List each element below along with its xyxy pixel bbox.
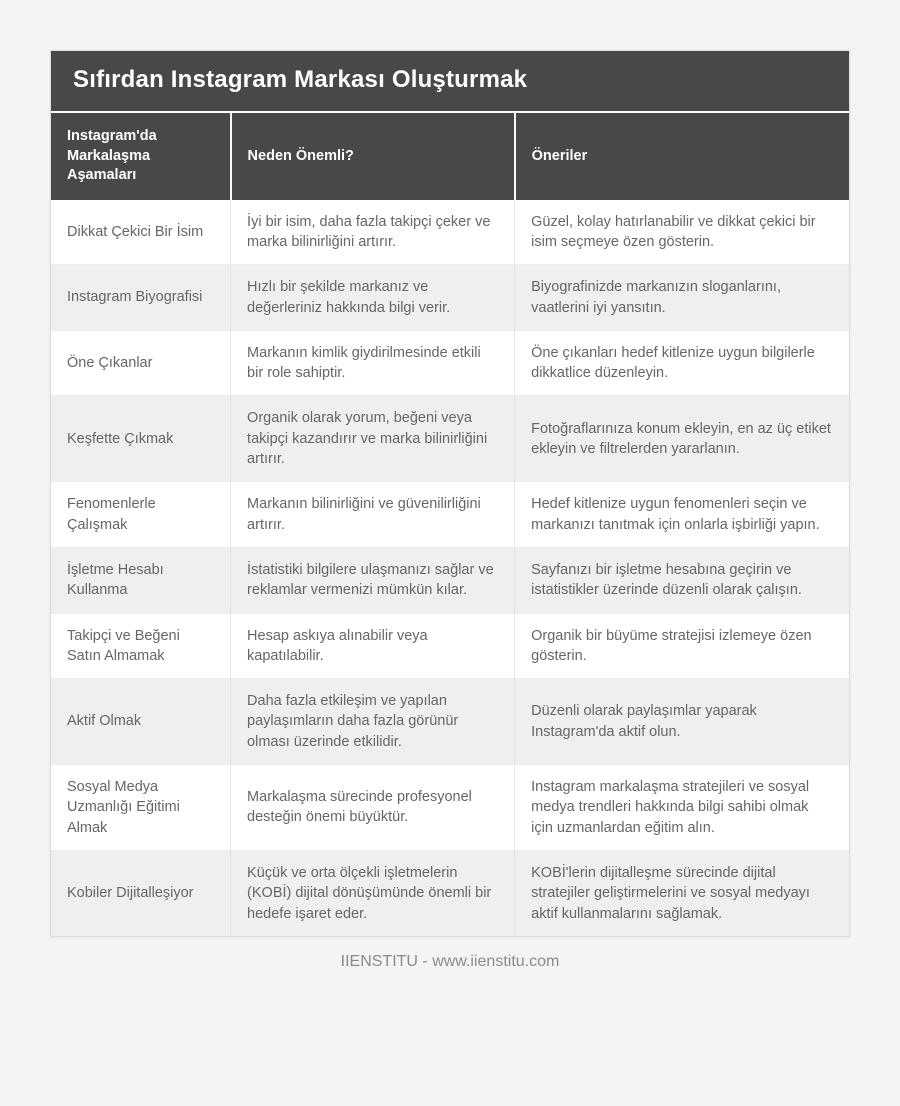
column-header-why-important: Neden Önemli?	[229, 113, 515, 200]
suggestion-cell: Biyografinizde markanızın sloganlarını, …	[514, 264, 849, 331]
stage-cell: Takipçi ve Beğeni Satın Almamak	[51, 612, 231, 679]
why-important-cell: Hesap askıya alınabilir veya kapatılabil…	[230, 612, 515, 679]
table-row: Kobiler Dijitalleşiyor Küçük ve orta ölç…	[51, 849, 849, 936]
suggestion-cell: Düzenli olarak paylaşımlar yaparak Insta…	[514, 678, 849, 765]
stage-cell: Keşfette Çıkmak	[51, 395, 231, 482]
stage-cell: Öne Çıkanlar	[51, 329, 231, 396]
stage-cell: Kobiler Dijitalleşiyor	[51, 849, 231, 936]
table-row: Dikkat Çekici Bir İsim İyi bir isim, dah…	[51, 199, 849, 265]
why-important-cell: Küçük ve orta ölçekli işletmelerin (KOBİ…	[230, 849, 515, 936]
table-row: Öne Çıkanlar Markanın kimlik giydirilmes…	[51, 329, 849, 396]
stage-cell: İşletme Hesabı Kullanma	[51, 546, 231, 614]
table-row: Aktif Olmak Daha fazla etkileşim ve yapı…	[51, 678, 849, 765]
why-important-cell: Markalaşma sürecinde profesyonel desteği…	[230, 764, 515, 851]
stage-cell: Dikkat Çekici Bir İsim	[67, 223, 204, 240]
why-important-cell: Organik olarak yorum, beğeni veya takipç…	[230, 395, 515, 482]
stage-cell: Aktif Olmak	[51, 678, 231, 765]
why-important-cell: Hızlı bir şekilde markanız ve değerlerin…	[230, 264, 515, 331]
table-row: Instagram Biyografisi Hızlı bir şekilde …	[51, 264, 849, 331]
suggestion-cell: Fotoğraflarınıza konum ekleyin, en az üç…	[514, 395, 849, 482]
table-row: Fenomenlerle Çalışmak Markanın bilinirli…	[51, 481, 849, 548]
column-header-suggestions: Öneriler	[513, 113, 849, 200]
suggestion-cell: Organik bir büyüme stratejisi izlemeye ö…	[514, 612, 849, 679]
content-card: Sıfırdan Instagram Markası Oluşturmak In…	[50, 50, 850, 937]
column-header-stages: Instagram'da Markalaşma Aşamaları	[51, 113, 231, 200]
table-row: Sosyal Medya Uzmanlığı Eğitimi Almak Mar…	[51, 764, 849, 851]
suggestion-cell: Instagram markalaşma stratejileri ve sos…	[514, 764, 849, 851]
branding-table: Instagram'da Markalaşma Aşamaları Neden …	[51, 113, 849, 936]
table-row: İşletme Hesabı Kullanma İstatistiki bilg…	[51, 546, 849, 614]
table-header: Instagram'da Markalaşma Aşamaları Neden …	[51, 113, 849, 200]
footer-credit: IIENSTITU - www.iienstitu.com	[340, 952, 560, 970]
stage-cell: Sosyal Medya Uzmanlığı Eğitimi Almak	[51, 764, 231, 851]
table-header-row: Instagram'da Markalaşma Aşamaları Neden …	[51, 113, 849, 200]
suggestion-cell: Güzel, kolay hatırlanabilir ve dikkat çe…	[514, 199, 849, 265]
stage-cell: Fenomenlerle Çalışmak	[51, 481, 231, 548]
suggestion-cell: Sayfanızı bir işletme hesabına geçirin v…	[514, 546, 849, 614]
why-important-cell: Daha fazla etkileşim ve yapılan paylaşım…	[230, 678, 515, 765]
why-important-cell: İyi bir isim, daha fazla takipçi çeker v…	[230, 199, 515, 265]
table-row: Takipçi ve Beğeni Satın Almamak Hesap as…	[51, 612, 849, 679]
why-important-cell: Markanın kimlik giydirilmesinde etkili b…	[230, 329, 515, 396]
suggestion-cell: Öne çıkanları hedef kitlenize uygun bilg…	[514, 329, 849, 396]
table-body: Dikkat Çekici Bir İsim İyi bir isim, dah…	[51, 199, 849, 936]
suggestion-cell: Hedef kitlenize uygun fenomenleri seçin …	[514, 481, 849, 548]
why-important-cell: Markanın bilinirliğini ve güvenilirliğin…	[230, 481, 515, 548]
table-row: Keşfette Çıkmak Organik olarak yorum, be…	[51, 395, 849, 482]
page-title: Sıfırdan Instagram Markası Oluşturmak	[51, 51, 849, 113]
why-important-cell: İstatistiki bilgilere ulaşmanızı sağlar …	[230, 546, 515, 614]
suggestion-cell: KOBİ'lerin dijitalleşme sürecinde dijita…	[514, 849, 849, 936]
stage-cell: Instagram Biyografisi	[51, 264, 231, 331]
